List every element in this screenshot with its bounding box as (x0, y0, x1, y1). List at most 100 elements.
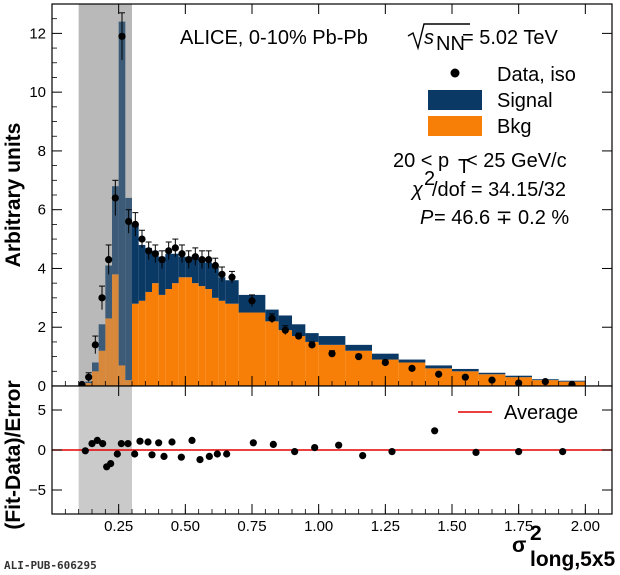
y-tick-label-bottom: −5 (29, 482, 46, 499)
residual-point (136, 437, 144, 445)
residual-point (117, 440, 125, 448)
residual-points (81, 427, 567, 471)
bkg-bar (112, 274, 119, 386)
signal-bar (98, 324, 106, 351)
residual-point (472, 448, 480, 456)
svg-text:χ: χ (410, 179, 424, 201)
residual-point (81, 447, 89, 455)
residual-point (160, 452, 168, 460)
residual-point (269, 440, 277, 448)
data-point (328, 350, 336, 358)
bkg-bar (305, 341, 319, 386)
signal-bar (178, 256, 186, 278)
data-point (151, 250, 159, 258)
svg-text:2: 2 (530, 522, 542, 545)
bkg-bar (398, 362, 426, 386)
residual-point (148, 451, 156, 459)
data-point (105, 256, 113, 264)
bkg-bar (125, 380, 132, 386)
data-point (205, 256, 213, 264)
y-tick-label-top: 12 (29, 25, 46, 42)
bkg-bar (192, 283, 199, 386)
signal-bar (212, 265, 219, 298)
top-shaded-overlay (78, 4, 132, 386)
signal-bar (192, 256, 199, 284)
y-axis-title-top: Arbitrary units (2, 123, 25, 268)
pt-range-annotation: 20 < p T < 25 GeV/c (393, 150, 567, 178)
data-point (268, 314, 276, 323)
signal-bar (225, 280, 239, 304)
data-point (85, 373, 93, 381)
bkg-bar (165, 289, 172, 386)
x-tick-label: 0.25 (104, 518, 133, 535)
y-tick-label-top: 10 (29, 84, 46, 101)
signal-bar (218, 277, 226, 301)
bkg-bar (92, 371, 99, 386)
chi2-annotation: χ 2 /dof = 34.15/32 (410, 168, 566, 201)
top-panel: 0 2 4 6 8 10 12 Arbitrary units ALICE, 0-10% P… (2, 3, 613, 395)
signal-bar (478, 372, 506, 375)
x-tick-label: 1.00 (304, 518, 333, 535)
signal-bar (278, 315, 292, 331)
svg-text:s: s (424, 27, 434, 49)
data-point (435, 370, 443, 378)
signal-bar (152, 250, 159, 284)
signal-bar (158, 256, 166, 295)
residual-point (155, 439, 163, 447)
x-tick-label: 0.75 (237, 518, 266, 535)
data-point (131, 220, 139, 228)
bkg-bar (145, 291, 152, 386)
residual-point (113, 450, 121, 458)
data-point (198, 256, 206, 264)
svg-text:NN: NN (436, 33, 465, 55)
data-point (308, 341, 316, 349)
top-x-axis-ticks (64, 4, 600, 386)
data-point (145, 247, 153, 255)
data-point (91, 341, 99, 349)
bkg-bar (218, 300, 226, 386)
bkg-bar (238, 312, 266, 386)
residual-point (177, 453, 185, 461)
signal-bar (205, 262, 212, 290)
data-point (158, 256, 166, 264)
residual-point (515, 448, 523, 456)
bkg-bar (138, 300, 146, 386)
data-point (381, 358, 389, 367)
bkg-bar (205, 289, 212, 386)
bottom-x-axis: 0.25 0.50 0.75 1.00 1.25 1.50 1.75 2.00 (64, 386, 600, 535)
signal-bar (85, 381, 92, 384)
y-tick-label-top: 4 (38, 260, 46, 277)
data-point (355, 353, 363, 361)
y-tick-label-top: 6 (38, 202, 46, 219)
pt-range-label: 20 < p (393, 150, 449, 172)
svg-text:2: 2 (424, 168, 435, 190)
bkg-bar (185, 277, 192, 386)
data-point (248, 297, 256, 305)
residual-point (107, 460, 115, 468)
residual-point (205, 452, 213, 460)
bkg-bar (132, 303, 139, 386)
x-tick-label: 1.75 (504, 518, 533, 535)
residual-point (559, 448, 567, 456)
residual-point (213, 450, 221, 458)
signal-bar (138, 244, 146, 301)
legend-signal-swatch (428, 90, 482, 110)
x-tick-label: 1.50 (437, 518, 466, 535)
signal-bar (305, 333, 319, 342)
residual-point (124, 440, 132, 448)
legend-data-marker (450, 68, 460, 78)
residual-point (223, 450, 231, 458)
x-tick-label: 0.50 (171, 518, 200, 535)
residual-point (249, 439, 257, 447)
signal-bar (118, 21, 126, 366)
data-point (178, 250, 186, 258)
legend-signal-label: Signal (497, 90, 553, 112)
signal-bar (345, 344, 372, 351)
svg-text:20 < p: 20 < p (393, 150, 449, 172)
signal-bar (398, 359, 426, 363)
data-point (295, 332, 303, 340)
collision-label: ALICE, 0-10% Pb-Pb (180, 27, 368, 49)
bkg-bar (225, 303, 239, 386)
energy-label: = 5.02 TeV (462, 27, 558, 49)
residual-point (99, 440, 107, 448)
